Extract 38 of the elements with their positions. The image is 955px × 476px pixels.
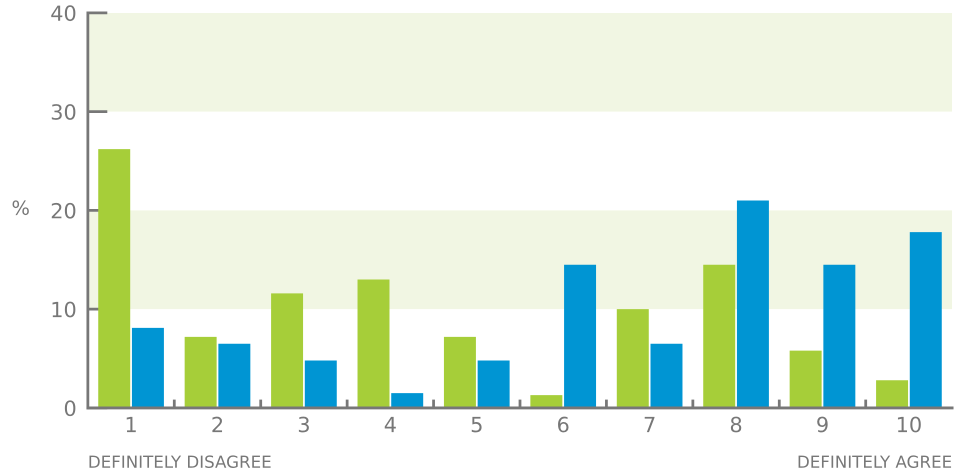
bar [271,293,304,408]
bar [98,149,130,408]
y-tick-label: 20 [52,202,76,219]
y-tick-label: 0 [64,400,76,416]
x-tick-label: 10 [898,416,921,432]
bar [391,393,424,408]
x-tick-label: 6 [558,416,569,432]
y-tick-label: 30 [52,104,76,120]
x-tick-label: 5 [472,416,482,432]
bar [132,328,164,408]
bar [910,232,942,408]
y-tick-label: 40 [51,5,76,22]
bar [703,264,736,408]
x-tick-label: 9 [817,416,828,432]
bar [478,360,510,408]
x-tick-label: 7 [644,416,654,432]
bar [876,380,908,408]
bar [304,360,337,408]
text: DEFINITELY AGREE [798,455,952,468]
bar [650,344,682,408]
bar [358,280,390,408]
bar [736,200,769,408]
bar [530,395,562,408]
bar [616,309,649,408]
bar [444,336,476,408]
y-tick-label: 10 [52,302,76,318]
bar [564,264,596,408]
bar [823,264,856,408]
bar [184,336,217,408]
x-tick-label: 3 [298,416,309,432]
bar [218,344,250,408]
y-axis-title: % [12,200,29,216]
x-tick-label: 1 [126,416,136,432]
x-tick-label: 4 [384,416,396,432]
x-tick-label: 2 [212,416,222,432]
bar [790,350,822,408]
x-tick-label: 8 [730,416,742,432]
text: DEFINITELY DISAGREE [89,455,271,468]
